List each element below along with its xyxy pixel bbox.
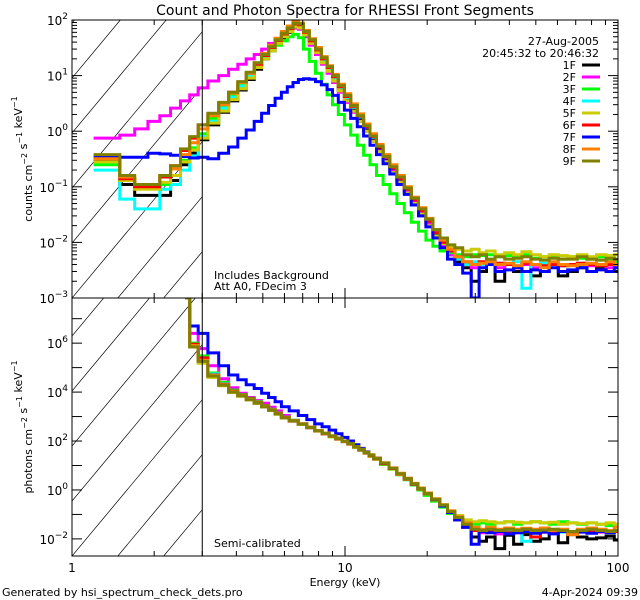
y-tick-label: 104	[47, 384, 68, 400]
y-axis-label: photons cm−2 s−1 keV−1	[10, 360, 35, 493]
series-2F	[93, 26, 618, 270]
series-5F	[185, 298, 618, 526]
legend-item: 5F	[563, 107, 600, 120]
footer-timestamp: 4-Apr-2024 09:39	[542, 586, 638, 599]
background-note: Includes Background	[214, 269, 329, 282]
semi-calibrated-note: Semi-calibrated	[214, 537, 301, 550]
hatch-region-bottom	[72, 298, 203, 556]
legend-label: 2F	[563, 71, 576, 84]
legend-label: 8F	[563, 143, 576, 156]
y-tick-label: 10−3	[39, 290, 68, 306]
x-tick-label: 100	[607, 561, 630, 575]
hatch-line	[72, 307, 202, 463]
footer-generated: Generated by hsi_spectrum_check_dets.pro	[2, 586, 243, 599]
y-tick-label: 10−1	[39, 179, 68, 195]
y-tick-label: 100	[47, 482, 68, 498]
hatch-region-top	[72, 20, 203, 600]
legend-item: 2F	[563, 71, 600, 84]
hatch-line	[72, 298, 150, 392]
legend-label: 6F	[563, 119, 576, 132]
count-series-group	[93, 20, 618, 298]
legend-item: 4F	[563, 95, 600, 108]
y-tick-label: 106	[47, 335, 68, 351]
series-4F	[185, 298, 618, 543]
legend-label: 9F	[563, 155, 576, 168]
y-axis-label: counts cm−2 s−1 keV−1	[10, 96, 35, 221]
legend-item: 6F	[563, 119, 600, 132]
x-axis-label: Energy (keV)	[310, 576, 381, 589]
hatch-line	[72, 344, 203, 502]
hatch-line	[163, 509, 203, 556]
legend-label: 4F	[563, 95, 576, 108]
hatch-line	[72, 472, 202, 600]
photon-series-group	[185, 298, 618, 551]
y-tick-label: 10−2	[39, 531, 68, 547]
y-tick-label: 100	[47, 123, 68, 139]
hatch-line	[72, 298, 196, 447]
y-tick-label: 10−2	[39, 234, 68, 250]
legend-item: 9F	[563, 155, 600, 168]
legend-label: 3F	[563, 83, 576, 96]
photon-spectrum-panel: 106 104 102 100 10−2 photons cm−2 s−1 keV−1 1 1…	[10, 297, 630, 575]
series-7F	[93, 77, 618, 298]
photon-axes: 106 104 102 100 10−2 photons cm−2 s−1 keV−1 1 1…	[10, 297, 630, 575]
attenuator-note: Att A0, FDecim 3	[214, 280, 307, 293]
hatch-line	[72, 362, 202, 518]
legend-label: 5F	[563, 107, 576, 120]
y-tick-label: 102	[47, 12, 68, 28]
hatch-line	[163, 251, 203, 298]
legend-item: 7F	[563, 131, 600, 144]
series-7F	[185, 298, 618, 546]
series-9F	[93, 21, 618, 262]
legend-item: 8F	[563, 143, 600, 156]
x-tick-label: 1	[68, 561, 76, 575]
series-3F	[185, 298, 618, 528]
series-3F	[93, 32, 618, 264]
y-tick-label: 101	[47, 68, 68, 84]
series-2F	[185, 298, 618, 536]
hatch-line	[117, 196, 203, 298]
series-6F	[185, 298, 618, 539]
hatch-line	[72, 20, 167, 134]
legend-label: 7F	[563, 131, 576, 144]
series-9F	[185, 298, 618, 533]
hatch-line	[72, 399, 203, 556]
count-axes: 102 101 100 10−1 10−2 10−3 counts cm−2 s−1 keV…	[10, 12, 619, 306]
series-8F	[185, 298, 618, 537]
legend-item: 3F	[563, 83, 600, 96]
time-range-label: 20:45:32 to 20:46:32	[482, 47, 599, 60]
date-label: 27-Aug-2005	[528, 35, 599, 48]
legend-item: 1F	[563, 59, 600, 72]
hatch-line	[117, 454, 203, 556]
y-tick-label: 102	[47, 433, 68, 449]
legend-label: 1F	[563, 59, 576, 72]
hatch-line	[72, 298, 105, 337]
series-1F	[185, 298, 618, 551]
hatch-line	[72, 20, 121, 79]
chart-title: Count and Photon Spectra for RHESSI Fron…	[156, 3, 534, 19]
plot-frame	[71, 19, 619, 299]
hatch-line	[72, 417, 202, 573]
hatch-line	[72, 86, 203, 244]
x-tick-label: 10	[337, 561, 352, 575]
plot-frame	[71, 297, 619, 557]
